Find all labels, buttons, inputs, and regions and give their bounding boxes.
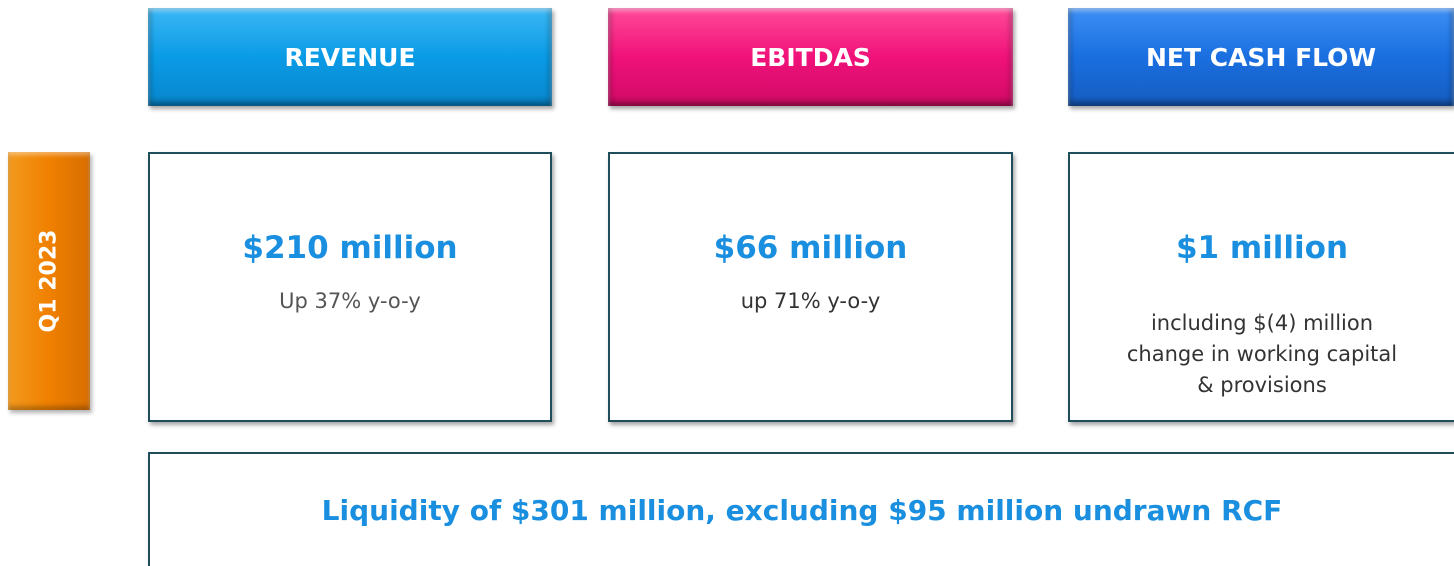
- card: $210 million Up 37% y-o-y: [148, 152, 552, 422]
- card: $1 million including $(4) million change…: [1068, 152, 1454, 422]
- card: $66 million up 71% y-o-y: [608, 152, 1013, 422]
- card-value: $66 million: [713, 230, 908, 266]
- footer-banner: Liquidity of $301 million, excluding $95…: [148, 452, 1454, 566]
- card-note: up 71% y-o-y: [740, 289, 881, 313]
- period-label: Q1 2023: [36, 229, 62, 333]
- period-tab: Q1 2023: [8, 152, 90, 410]
- card-note: Up 37% y-o-y: [279, 289, 421, 313]
- card-header: REVENUE: [148, 8, 552, 106]
- card-value: $1 million: [1175, 230, 1349, 266]
- card-note: including $(4) million change in working…: [1126, 311, 1398, 397]
- card-header: EBITDAS: [608, 8, 1013, 106]
- card-header: NET CASH FLOW: [1068, 8, 1454, 106]
- card-value: $210 million: [242, 230, 458, 266]
